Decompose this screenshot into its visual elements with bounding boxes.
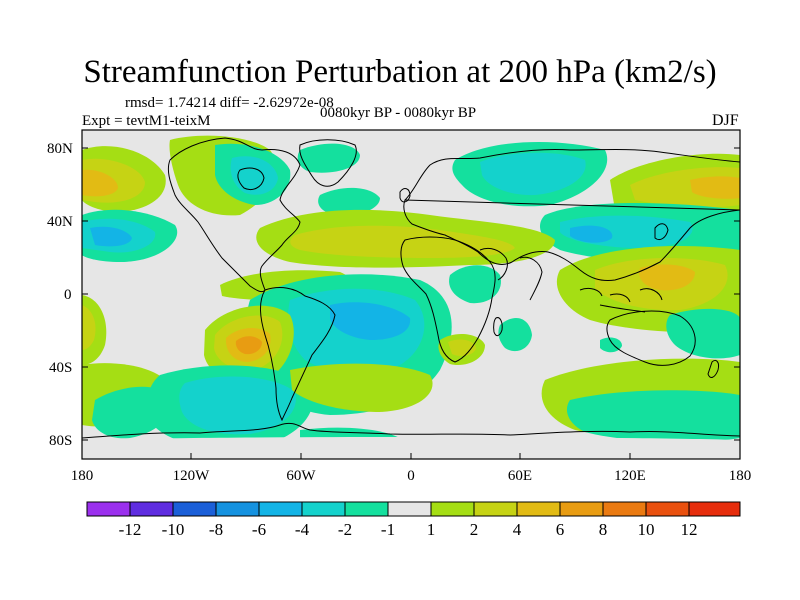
colorbar-label-6: -2 [338, 520, 352, 539]
coastline-north-america [167, 137, 301, 293]
anomaly-contour [235, 336, 262, 355]
stats-line: rmsd= 1.74214 diff= -2.62972e-08 [125, 95, 334, 111]
coastline-eurasia [403, 148, 740, 281]
coastline-new-zealand [707, 359, 719, 378]
anomaly-contour [90, 226, 132, 247]
colorbar-box-13 [602, 501, 647, 517]
colorbar-label-3: -8 [209, 520, 223, 539]
colorbar-box-8 [387, 501, 432, 517]
colorbar-box-12 [559, 501, 604, 517]
lon-label-0: 0 [407, 468, 415, 484]
coastlines [82, 137, 740, 439]
anomaly-contour [480, 152, 586, 196]
colorbar-box-7 [344, 501, 389, 517]
coastline-africa [400, 236, 496, 363]
anomaly-contour [82, 437, 740, 459]
coastline-japan [654, 223, 669, 241]
colorbar-label-5: -4 [295, 520, 310, 539]
season-label: DJF [712, 112, 739, 129]
coastline-australia [606, 310, 696, 366]
anomaly-contour [566, 390, 740, 442]
colorbar-box-4 [215, 501, 260, 517]
anomaly-contour [600, 337, 622, 353]
axis-ticks [82, 147, 740, 459]
anomaly-contour [230, 156, 278, 195]
colorbar-label-8: 1 [427, 520, 436, 539]
coastline-hudson-bay [237, 167, 265, 191]
anomaly-contour [297, 143, 360, 173]
anomaly-contour [570, 225, 613, 243]
period-line: 0080kyr BP - 0080kyr BP [320, 105, 477, 121]
colorbar-box-1 [86, 501, 131, 517]
anomaly-contour [82, 305, 96, 350]
anomaly-contour [82, 169, 118, 197]
lat-label-40n: 40N [47, 214, 73, 230]
colorbar-box-15 [688, 501, 741, 517]
lon-label-60w: 60W [286, 468, 316, 484]
colorbar-box-2 [129, 501, 174, 517]
colorbar-box-3 [172, 501, 217, 517]
colorbar [86, 501, 741, 517]
anomaly-contour [290, 363, 433, 412]
colorbar-label-10: 4 [513, 520, 522, 539]
experiment-line: Expt = tevtM1-teixM [82, 113, 211, 129]
lon-label-60e: 60E [508, 468, 532, 484]
lon-label-180w: 180 [71, 468, 94, 484]
lon-label-180e: 180 [729, 468, 752, 484]
colorbar-label-14: 12 [681, 520, 698, 539]
colorbar-box-11 [516, 501, 561, 517]
anomaly-contour [448, 339, 476, 356]
anomaly-contour [666, 308, 740, 359]
anomaly-contour [330, 302, 411, 340]
colorbar-box-10 [473, 501, 518, 517]
colorbar-label-12: 8 [599, 520, 608, 539]
coastline-britain [399, 188, 411, 203]
lon-label-120e: 120E [614, 468, 646, 484]
lat-label-40s: 40S [49, 360, 72, 376]
lat-label-80n: 80N [47, 141, 73, 157]
colorbar-label-13: 10 [638, 520, 655, 539]
colorbar-box-5 [258, 501, 303, 517]
colorbar-label-4: -6 [252, 520, 266, 539]
colorbar-label-7: -1 [381, 520, 395, 539]
colorbar-box-14 [645, 501, 690, 517]
colorbar-label-1: -12 [119, 520, 142, 539]
lat-label-eq: 0 [64, 287, 72, 303]
anomaly-contour [639, 264, 695, 291]
anomaly-contour [690, 176, 740, 199]
anomaly-contour [290, 225, 515, 258]
colorbar-box-6 [301, 501, 346, 517]
anomaly-contour [498, 317, 532, 352]
colorbar-label-2: -10 [162, 520, 185, 539]
coastline-arabia-india [479, 247, 543, 301]
anomaly-contour [179, 376, 296, 435]
plot-title: Streamfunction Perturbation at 200 hPa (… [83, 54, 717, 90]
coastline-antarctica [82, 422, 740, 439]
coastline-south-america [260, 287, 336, 422]
anomaly-contour [449, 265, 501, 304]
coastline-greenland [299, 139, 357, 187]
lon-label-120w: 120W [173, 468, 211, 484]
colorbar-box-9 [430, 501, 475, 517]
coastline-maritime-continent [579, 287, 663, 313]
colorbar-label-11: 6 [556, 520, 565, 539]
anomaly-contour [318, 187, 380, 216]
colorbar-label-9: 2 [470, 520, 479, 539]
lat-label-80s: 80S [49, 433, 72, 449]
coastline-madagascar [493, 317, 503, 337]
